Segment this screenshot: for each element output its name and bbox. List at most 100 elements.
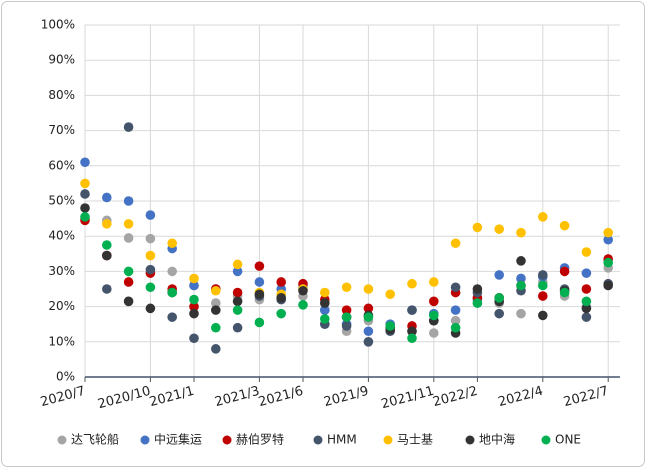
legend-swatch (222, 435, 232, 445)
point (211, 344, 221, 354)
point (581, 268, 592, 278)
legend-swatch (541, 435, 551, 445)
point (538, 291, 548, 301)
legend-label: 赫伯罗特 (236, 432, 284, 447)
point (254, 277, 265, 287)
point (254, 317, 265, 328)
point (102, 192, 112, 203)
point (385, 321, 396, 331)
y-tick-label: 100% (41, 18, 75, 32)
y-tick-label: 20% (48, 299, 75, 313)
point (102, 284, 112, 294)
point (407, 333, 417, 344)
y-tick-label: 30% (48, 264, 75, 278)
point (494, 308, 505, 319)
point (189, 308, 199, 319)
y-tick-label: 0% (56, 370, 75, 384)
legend-label: ONE (555, 433, 581, 447)
point (559, 287, 570, 298)
point (123, 233, 134, 243)
point (516, 256, 526, 266)
point (450, 238, 461, 249)
point (145, 233, 156, 244)
point (603, 280, 613, 291)
point (80, 157, 90, 168)
y-tick-label: 80% (48, 88, 75, 102)
point (516, 280, 526, 291)
point (211, 285, 221, 296)
point (494, 224, 505, 234)
legend-label: 马士基 (397, 433, 433, 447)
point (538, 270, 548, 280)
point (320, 314, 330, 324)
point (123, 277, 134, 287)
point (167, 287, 177, 298)
point (538, 280, 548, 291)
point (232, 287, 243, 298)
point (581, 303, 592, 314)
point (516, 273, 526, 284)
point (254, 261, 265, 271)
point (123, 296, 134, 307)
point (429, 310, 439, 321)
point (450, 305, 461, 315)
y-tick-label: 60% (48, 158, 75, 172)
point (254, 289, 265, 300)
y-tick-label: 40% (48, 229, 75, 243)
point (407, 326, 417, 337)
legend-swatch (465, 435, 475, 445)
point (603, 234, 613, 245)
point (189, 280, 199, 291)
point (320, 298, 330, 308)
point (167, 238, 177, 249)
point (472, 284, 483, 294)
legend-label: HMM (327, 433, 357, 447)
point (429, 296, 439, 307)
point (123, 266, 134, 277)
legend-label: 地中海 (479, 432, 515, 447)
point (472, 222, 483, 233)
y-tick-label: 50% (48, 194, 75, 208)
point (581, 296, 592, 307)
point (516, 227, 526, 238)
point (429, 277, 439, 287)
point (603, 227, 613, 238)
point (363, 326, 374, 337)
point (145, 264, 156, 275)
point (123, 122, 134, 132)
point (341, 305, 352, 315)
y-tick-label: 70% (48, 123, 75, 137)
point (363, 312, 374, 322)
legend-swatch (383, 435, 393, 445)
point (145, 303, 156, 314)
point (320, 305, 330, 315)
point (167, 312, 177, 322)
point (232, 305, 243, 315)
point (80, 178, 90, 189)
point (429, 328, 439, 338)
point (145, 250, 156, 261)
point (538, 212, 548, 222)
legend-label: 达飞轮船 (71, 433, 119, 447)
point (363, 303, 374, 314)
point (341, 312, 352, 322)
y-tick-label: 90% (48, 53, 75, 67)
point (211, 298, 221, 308)
point (472, 298, 483, 308)
point (276, 277, 287, 287)
point (123, 196, 134, 206)
point (145, 282, 156, 293)
point (407, 305, 417, 315)
point (450, 282, 461, 293)
point (581, 247, 592, 257)
point (276, 293, 287, 303)
point (363, 337, 374, 347)
point (80, 189, 90, 199)
point (211, 305, 221, 315)
y-tick-label: 10% (48, 334, 75, 348)
point (320, 287, 330, 298)
point (581, 284, 592, 294)
point (232, 259, 243, 270)
